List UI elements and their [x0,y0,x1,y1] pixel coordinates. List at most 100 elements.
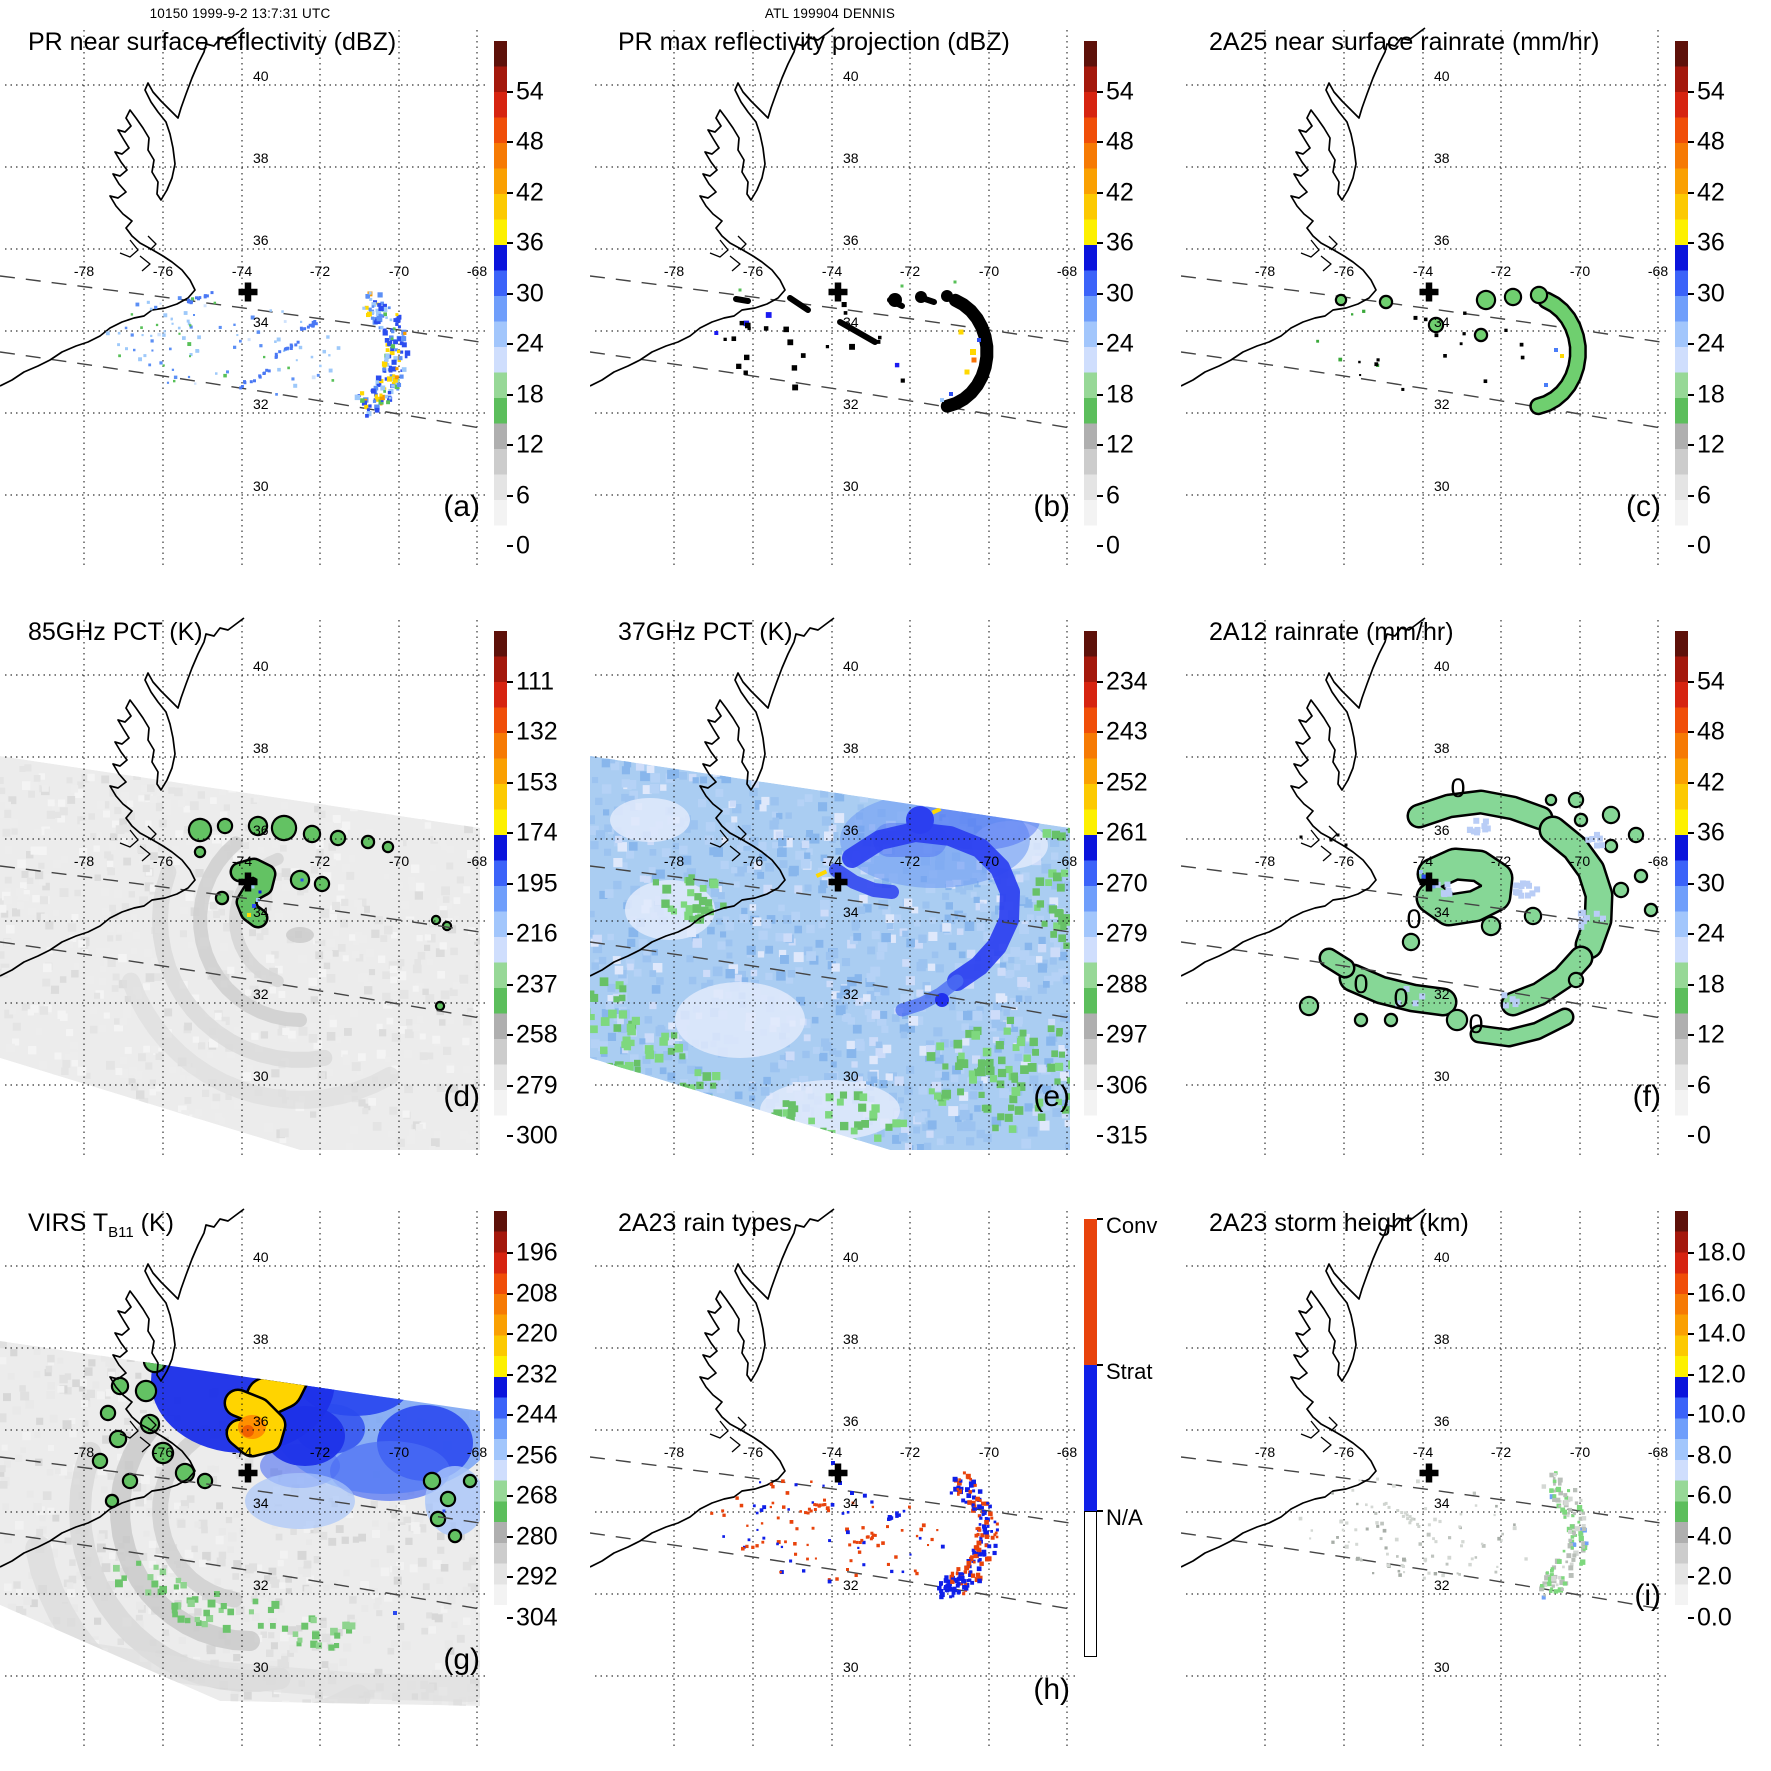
pct-texture [725,921,735,931]
storm-height-pixel [1474,1556,1478,1559]
reflectivity-pixel [190,300,193,304]
lat-label: 30 [1434,1659,1450,1675]
pct-texture [474,937,480,945]
pct-texture [364,986,373,995]
pct-texture [750,837,759,846]
ir-texture [409,1341,418,1344]
pct-texture [706,979,714,987]
ir-texture [64,1373,72,1380]
pct-texture [346,871,355,880]
pct-texture [12,1038,20,1046]
ir-texture [117,1393,127,1402]
reflectivity-pixel [294,343,298,347]
pct-texture [778,1139,787,1148]
strat-pixel [943,1586,947,1591]
warm-green-pixel [771,1112,780,1121]
mid-cloud-pixel [252,1598,259,1605]
colorbar-tick [507,191,513,194]
mid-cloud-pixel [227,1608,235,1616]
pct-texture [457,760,466,769]
rain-type-pixel [993,1520,997,1524]
pct-texture [150,1113,160,1122]
pct-texture [935,964,944,973]
rain-type-pixel [976,1532,980,1537]
storm-height-pixel [1423,1557,1428,1562]
lon-label: -76 [743,853,763,869]
pct-texture [928,931,938,941]
reflectivity-pixel [306,325,310,329]
ir-texture [86,1712,93,1719]
pct-texture [77,816,86,825]
ir-texture [53,1697,62,1706]
pct-texture [130,1082,139,1091]
ir-texture [171,1689,178,1696]
pct-texture [274,912,284,922]
colorbar-tick [507,1414,513,1417]
strat-pixel [947,1582,951,1587]
rain-type-pixel [986,1524,990,1528]
lon-label: -68 [1057,853,1077,869]
ir-texture [378,1712,387,1721]
pct-texture [733,881,740,888]
pct-texture [947,916,956,925]
pct-texture [914,1112,925,1123]
pct-texture [88,813,96,820]
pct-texture [818,921,826,929]
lat-label: 30 [253,1659,269,1675]
reflectivity-pixel [178,332,181,335]
pct-texture [6,1043,15,1053]
pct-texture [626,1090,636,1100]
ir-texture [82,1393,90,1401]
embedded-core-pixel [300,878,304,882]
reflectivity-pixel [389,374,394,378]
pct-texture [615,835,623,843]
lon-label: -68 [1648,263,1668,279]
storm-height-pixel [1571,1542,1576,1547]
ir-texture [277,1659,286,1668]
pct-texture [896,789,903,796]
storm-height-pixel [1448,1536,1452,1540]
pct-texture [700,1084,709,1093]
ir-texture [2,1503,10,1511]
pct-texture [261,927,269,936]
ir-texture [128,1711,135,1718]
pct-texture [30,1004,39,1013]
ir-texture [98,1341,106,1347]
storm-height-pixel [1552,1494,1557,1499]
heavier-rain-pixel [1534,886,1541,893]
pct-texture [866,756,875,761]
ir-texture [319,1531,328,1540]
pct-texture [948,1106,959,1117]
rain-type-pixel [908,1505,911,1509]
pct-texture [406,918,414,927]
pct-texture [1061,1111,1069,1119]
lat-label: 34 [253,904,269,920]
ir-texture [72,1716,80,1724]
pct-texture [873,985,881,993]
ir-texture [263,1703,273,1706]
latlon-grid [1186,620,1669,1158]
lon-label: -70 [979,263,999,279]
rain-type-pixel [973,1483,977,1487]
max-z-streak [787,295,811,313]
pct-texture [439,839,447,847]
storm-height-pixel [1559,1579,1565,1586]
pct-texture [854,974,862,982]
colorbar-tick [507,141,513,144]
pct-texture [744,1117,752,1125]
ir-texture [136,1601,144,1610]
warm-green-pixel [613,1024,622,1032]
ice-scatter-cell [332,832,344,844]
reflectivity-pixel [379,394,385,401]
pct-texture [892,1134,902,1144]
pct-texture [249,929,256,937]
pct-texture [841,785,851,795]
colorbar-tick [1688,1292,1694,1295]
ir-texture [360,1581,369,1590]
colorbar-tick [1688,933,1694,936]
pct-texture [36,1080,45,1089]
pct-texture [1058,806,1065,813]
reflectivity-pixel [385,316,388,319]
mid-cloud-cell [177,1465,193,1481]
lon-label: -70 [979,853,999,869]
